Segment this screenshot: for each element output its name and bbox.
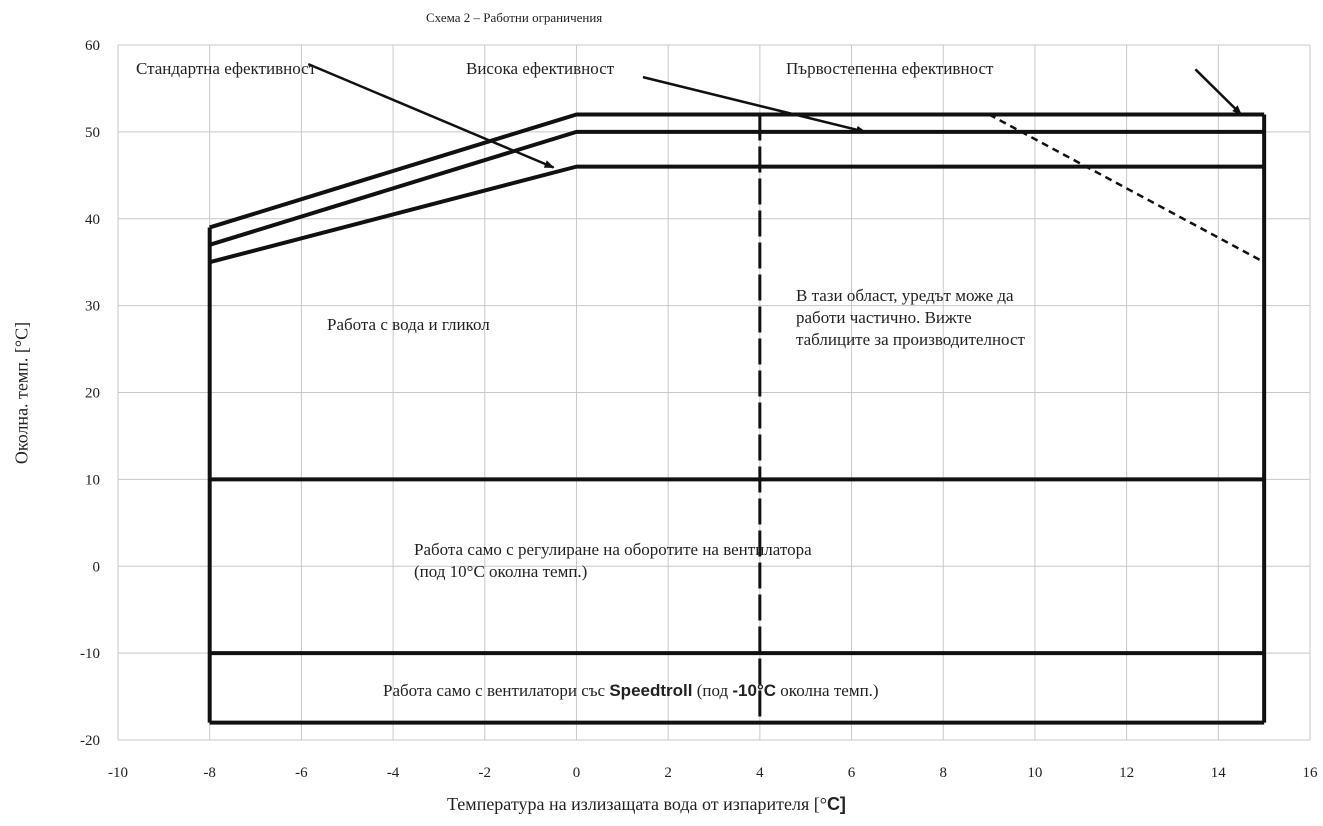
y-axis-label: Околна. темп. [°C] [11,321,32,465]
efficiency-curve [209,129,1265,247]
dashed-limit-line [988,113,1265,264]
label-partial-line-1: В тази област, уредът може да [796,286,1014,305]
operating-envelope [207,113,1267,725]
x-tick-label: 2 [664,765,672,781]
label-speedtroll: Работа само с вентилатори със Speedtroll… [383,681,879,700]
annotation-arrow [642,75,867,134]
x-tick-label: 0 [573,765,581,781]
x-tick-label: -8 [203,765,216,781]
tick-labels: -10 -8 -6 -4 -2 0 2 4 6 8 10 12 14 16-20-100102030405… [80,38,1318,781]
label-fan-line-2: (под 10°C околна темп.) [414,562,588,582]
y-tick-label: 10 [85,472,100,488]
y-tick-label: 30 [85,299,100,315]
annotation-arrow [1194,68,1243,116]
x-tick-label: -10 [108,765,128,781]
label-standard-efficiency: Стандартна ефективност [136,59,317,78]
y-tick-label: -10 [80,646,100,662]
label-partial-operation: В тази област, уредът може да работи час… [796,285,1025,351]
annotation-arrow [307,62,555,169]
label-water-glycol: Работа с вода и гликол [327,315,490,334]
x-tick-label: -6 [295,765,308,781]
x-axis-label-unit: C] [826,794,846,814]
annotation-arrows [307,62,1243,169]
label-premium-efficiency: Първостепенна ефективност [786,59,994,78]
x-tick-label: 14 [1211,765,1227,781]
efficiency-curves [209,112,1265,265]
y-tick-label: -20 [80,733,100,749]
y-tick-label: 0 [93,559,101,575]
efficiency-curve [209,164,1265,265]
label-partial-line-2: работи частично. Вижте [796,308,972,328]
x-tick-label: -2 [479,765,492,781]
y-tick-label: 50 [85,125,100,141]
label-partial-line-3: таблиците за производителност [796,330,1025,350]
chart-title: Схема 2 – Работни ограничения [426,10,603,25]
efficiency-curve [209,112,1265,230]
x-tick-label: 4 [756,765,764,781]
x-tick-label: 6 [848,765,856,781]
x-tick-label: 12 [1119,765,1134,781]
y-tick-label: 20 [85,386,100,402]
grid-lines [117,44,1311,741]
x-tick-label: -4 [387,765,400,781]
x-axis-label-text: Температура на излизащата вода от изпари… [447,794,827,814]
label-fan-line-1: Работа само с регулиране на оборотите на… [414,540,812,559]
y-tick-label: 60 [85,38,100,54]
label-high-efficiency: Висока ефективност [466,59,615,78]
x-tick-label: 8 [939,765,947,781]
y-tick-label: 40 [85,212,100,228]
x-axis-label: Температура на излизащата вода от изпари… [447,794,846,815]
x-tick-label: 10 [1027,765,1042,781]
label-fan-speed-regulation: Работа само с регулиране на оборотите на… [414,539,812,583]
x-tick-label: 16 [1303,765,1319,781]
